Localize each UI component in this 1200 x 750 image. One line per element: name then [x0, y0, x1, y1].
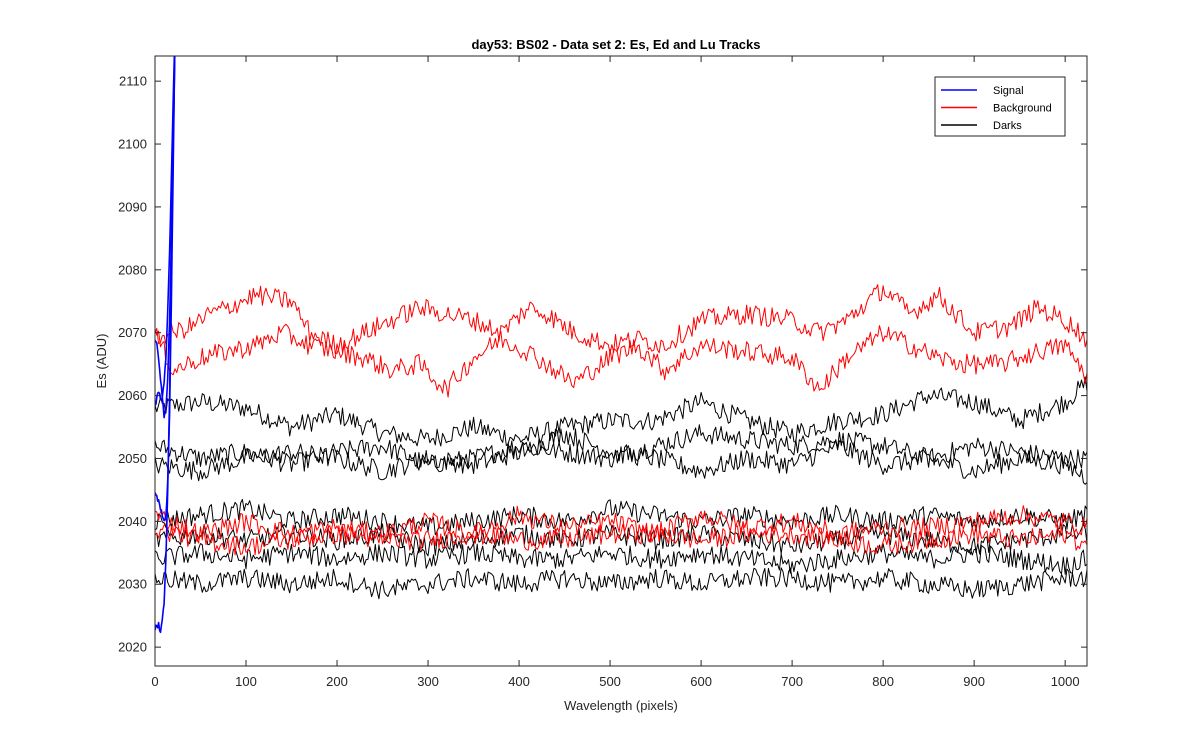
y-tick-label: 2100: [118, 137, 147, 152]
background-series-line-3: [155, 505, 1087, 545]
darks-series-line-3: [155, 428, 1087, 485]
darks-series-line-6: [155, 542, 1087, 575]
x-tick-label: 0: [151, 674, 158, 689]
legend: Signal Background Darks: [934, 76, 1066, 137]
x-tick-label: 100: [235, 674, 257, 689]
background-series-line-4: [155, 523, 1087, 556]
darks-series-line-5: [155, 523, 1087, 557]
x-tick-label: 200: [326, 674, 348, 689]
series-layer: [155, 56, 1087, 634]
background-series-line-2: [155, 323, 1087, 398]
y-axis-label: Es (ADU): [94, 334, 109, 389]
x-tick-label: 700: [781, 674, 803, 689]
x-axis-label: Wavelength (pixels): [564, 698, 678, 713]
y-tick-label: 2020: [118, 640, 147, 655]
darks-series-line-1: [155, 376, 1087, 447]
legend-label-darks: Darks: [993, 120, 1022, 132]
x-tick-label: 1000: [1051, 674, 1080, 689]
x-tick-label: 900: [963, 674, 985, 689]
darks-series-line-7: [155, 567, 1087, 600]
legend-label-background: Background: [993, 103, 1052, 115]
x-tick-label: 500: [599, 674, 621, 689]
x-tick-label: 800: [872, 674, 894, 689]
y-tick-label: 2030: [118, 577, 147, 592]
axes-box: [154, 55, 1088, 667]
legend-label-signal: Signal: [993, 85, 1024, 97]
y-tick-label: 2040: [118, 514, 147, 529]
x-tick-label: 300: [417, 674, 439, 689]
ticks-layer: 0 100 200 300 400 500 600 700 800 900 1000 2020 2030…: [118, 56, 1087, 689]
chart-title: day53: BS02 - Data set 2: Es, Ed and Lu …: [471, 37, 760, 52]
background-series-line-1: [155, 284, 1087, 355]
signal-series-line-1: [155, 56, 176, 406]
y-tick-label: 2080: [118, 262, 147, 277]
y-tick-label: 2060: [118, 388, 147, 403]
darks-series-line-4: [155, 498, 1087, 536]
x-tick-label: 600: [690, 674, 712, 689]
y-tick-label: 2110: [119, 74, 147, 89]
y-tick-label: 2070: [118, 325, 147, 340]
y-tick-label: 2050: [118, 451, 147, 466]
legend-box: [934, 76, 1066, 137]
y-tick-label: 2090: [118, 199, 147, 214]
x-tick-label: 400: [508, 674, 530, 689]
signal-series-line-4: [155, 56, 176, 634]
